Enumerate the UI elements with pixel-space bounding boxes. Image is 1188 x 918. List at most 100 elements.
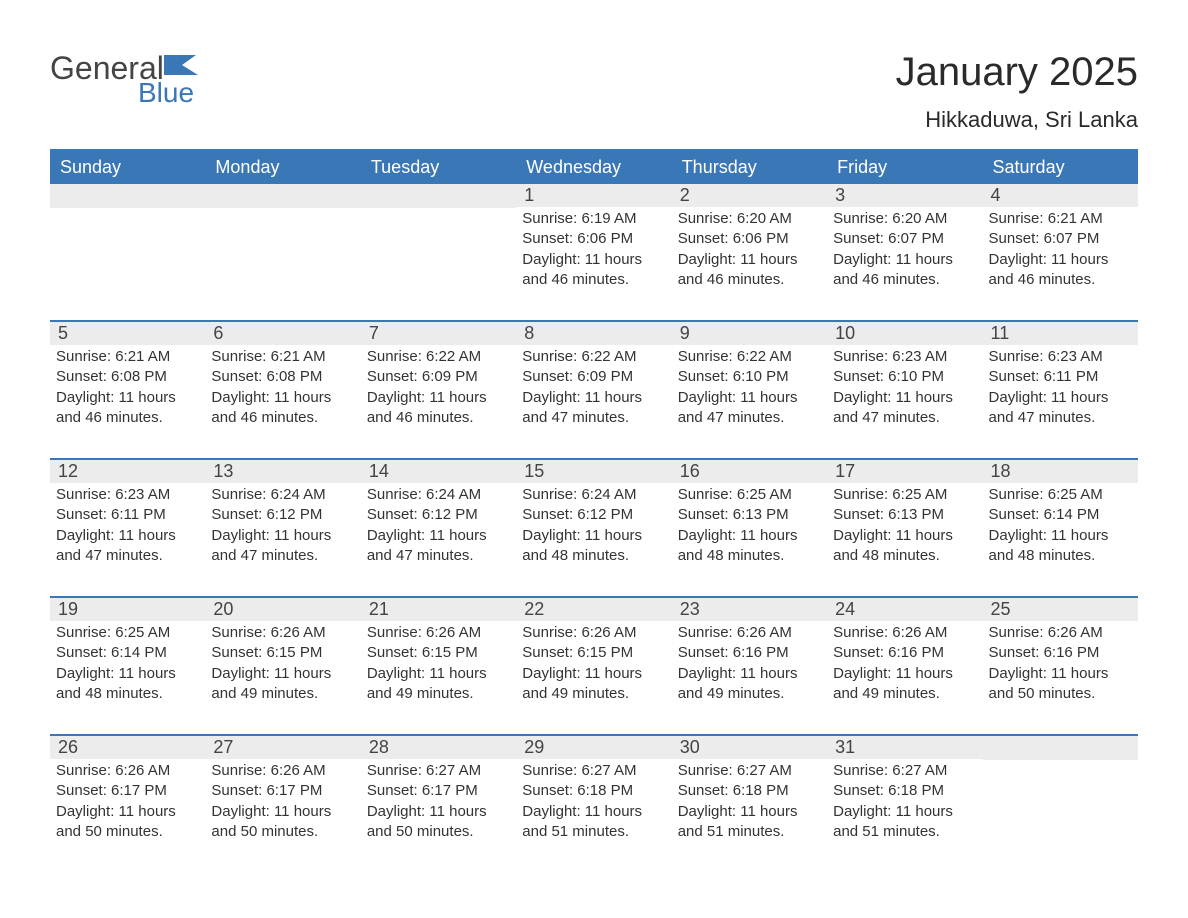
day-number: 12 [50,460,205,483]
sunset-value: Sunset: 6:11 PM [989,367,1132,387]
day-number: 5 [50,322,205,345]
day-data: Sunrise: 6:27 AMSunset: 6:17 PMDaylight:… [361,759,516,842]
sunrise-value: Sunrise: 6:23 AM [833,347,976,367]
page-title: January 2025 [896,50,1138,95]
daylight-value: Daylight: 11 hours and 50 minutes. [211,802,354,843]
dayhead-fri: Friday [827,151,982,184]
sunrise-value: Sunrise: 6:25 AM [678,485,821,505]
day-data: Sunrise: 6:24 AMSunset: 6:12 PMDaylight:… [516,483,671,566]
sunset-value: Sunset: 6:06 PM [678,229,821,249]
calendar-day-header: Sunday Monday Tuesday Wednesday Thursday… [50,151,1138,184]
sunrise-value: Sunrise: 6:20 AM [678,209,821,229]
sunrise-value: Sunrise: 6:26 AM [678,623,821,643]
day-data: Sunrise: 6:26 AMSunset: 6:15 PMDaylight:… [516,621,671,704]
day-data: Sunrise: 6:25 AMSunset: 6:13 PMDaylight:… [672,483,827,566]
empty-day [50,184,205,208]
daylight-value: Daylight: 11 hours and 50 minutes. [367,802,510,843]
logo-text-blue: Blue [138,77,198,109]
day-data: Sunrise: 6:21 AMSunset: 6:08 PMDaylight:… [50,345,205,428]
day-number: 21 [361,598,516,621]
calendar-cell: 7Sunrise: 6:22 AMSunset: 6:09 PMDaylight… [361,322,516,458]
sunset-value: Sunset: 6:16 PM [989,643,1132,663]
calendar-cell: 25Sunrise: 6:26 AMSunset: 6:16 PMDayligh… [983,598,1138,734]
sunrise-value: Sunrise: 6:23 AM [56,485,199,505]
day-data: Sunrise: 6:22 AMSunset: 6:09 PMDaylight:… [516,345,671,428]
calendar-cell: 4Sunrise: 6:21 AMSunset: 6:07 PMDaylight… [983,184,1138,320]
day-data: Sunrise: 6:27 AMSunset: 6:18 PMDaylight:… [827,759,982,842]
day-number: 31 [827,736,982,759]
day-data: Sunrise: 6:24 AMSunset: 6:12 PMDaylight:… [205,483,360,566]
day-data: Sunrise: 6:23 AMSunset: 6:11 PMDaylight:… [983,345,1138,428]
day-number: 20 [205,598,360,621]
sunrise-value: Sunrise: 6:26 AM [522,623,665,643]
daylight-value: Daylight: 11 hours and 47 minutes. [211,526,354,567]
day-number: 27 [205,736,360,759]
sunrise-value: Sunrise: 6:24 AM [367,485,510,505]
calendar-cell: 16Sunrise: 6:25 AMSunset: 6:13 PMDayligh… [672,460,827,596]
sunrise-value: Sunrise: 6:22 AM [367,347,510,367]
day-number: 11 [983,322,1138,345]
sunrise-value: Sunrise: 6:26 AM [367,623,510,643]
sunset-value: Sunset: 6:13 PM [833,505,976,525]
sunset-value: Sunset: 6:16 PM [833,643,976,663]
sunset-value: Sunset: 6:15 PM [211,643,354,663]
calendar-cell: 24Sunrise: 6:26 AMSunset: 6:16 PMDayligh… [827,598,982,734]
day-data: Sunrise: 6:22 AMSunset: 6:10 PMDaylight:… [672,345,827,428]
day-data: Sunrise: 6:24 AMSunset: 6:12 PMDaylight:… [361,483,516,566]
sunrise-value: Sunrise: 6:27 AM [367,761,510,781]
day-number: 9 [672,322,827,345]
sunrise-value: Sunrise: 6:27 AM [522,761,665,781]
dayhead-tue: Tuesday [361,151,516,184]
sunrise-value: Sunrise: 6:27 AM [833,761,976,781]
calendar: Sunday Monday Tuesday Wednesday Thursday… [50,149,1138,872]
day-number: 2 [672,184,827,207]
sunrise-value: Sunrise: 6:21 AM [211,347,354,367]
day-data: Sunrise: 6:27 AMSunset: 6:18 PMDaylight:… [672,759,827,842]
daylight-value: Daylight: 11 hours and 50 minutes. [56,802,199,843]
calendar-cell: 22Sunrise: 6:26 AMSunset: 6:15 PMDayligh… [516,598,671,734]
calendar-cell: 6Sunrise: 6:21 AMSunset: 6:08 PMDaylight… [205,322,360,458]
calendar-week: 19Sunrise: 6:25 AMSunset: 6:14 PMDayligh… [50,596,1138,734]
calendar-cell: 13Sunrise: 6:24 AMSunset: 6:12 PMDayligh… [205,460,360,596]
sunrise-value: Sunrise: 6:23 AM [989,347,1132,367]
day-number: 26 [50,736,205,759]
calendar-cell: 18Sunrise: 6:25 AMSunset: 6:14 PMDayligh… [983,460,1138,596]
day-data: Sunrise: 6:20 AMSunset: 6:06 PMDaylight:… [672,207,827,290]
sunset-value: Sunset: 6:17 PM [56,781,199,801]
day-number: 7 [361,322,516,345]
dayhead-mon: Monday [205,151,360,184]
sunrise-value: Sunrise: 6:26 AM [211,623,354,643]
day-data: Sunrise: 6:19 AMSunset: 6:06 PMDaylight:… [516,207,671,290]
dayhead-wed: Wednesday [516,151,671,184]
day-data: Sunrise: 6:22 AMSunset: 6:09 PMDaylight:… [361,345,516,428]
calendar-cell: 21Sunrise: 6:26 AMSunset: 6:15 PMDayligh… [361,598,516,734]
sunset-value: Sunset: 6:13 PM [678,505,821,525]
day-number: 10 [827,322,982,345]
sunrise-value: Sunrise: 6:25 AM [56,623,199,643]
calendar-cell: 26Sunrise: 6:26 AMSunset: 6:17 PMDayligh… [50,736,205,872]
sunset-value: Sunset: 6:16 PM [678,643,821,663]
sunrise-value: Sunrise: 6:20 AM [833,209,976,229]
daylight-value: Daylight: 11 hours and 51 minutes. [678,802,821,843]
calendar-cell: 14Sunrise: 6:24 AMSunset: 6:12 PMDayligh… [361,460,516,596]
day-data: Sunrise: 6:26 AMSunset: 6:15 PMDaylight:… [205,621,360,704]
day-number: 19 [50,598,205,621]
daylight-value: Daylight: 11 hours and 48 minutes. [678,526,821,567]
daylight-value: Daylight: 11 hours and 47 minutes. [56,526,199,567]
day-data: Sunrise: 6:26 AMSunset: 6:17 PMDaylight:… [205,759,360,842]
calendar-cell: 10Sunrise: 6:23 AMSunset: 6:10 PMDayligh… [827,322,982,458]
empty-day [983,736,1138,760]
day-data: Sunrise: 6:26 AMSunset: 6:15 PMDaylight:… [361,621,516,704]
sunrise-value: Sunrise: 6:25 AM [989,485,1132,505]
sunset-value: Sunset: 6:10 PM [678,367,821,387]
calendar-body: 1Sunrise: 6:19 AMSunset: 6:06 PMDaylight… [50,184,1138,872]
day-data: Sunrise: 6:20 AMSunset: 6:07 PMDaylight:… [827,207,982,290]
sunset-value: Sunset: 6:07 PM [833,229,976,249]
sunset-value: Sunset: 6:12 PM [522,505,665,525]
sunset-value: Sunset: 6:10 PM [833,367,976,387]
daylight-value: Daylight: 11 hours and 47 minutes. [678,388,821,429]
sunset-value: Sunset: 6:18 PM [833,781,976,801]
sunset-value: Sunset: 6:08 PM [211,367,354,387]
daylight-value: Daylight: 11 hours and 49 minutes. [522,664,665,705]
day-data: Sunrise: 6:25 AMSunset: 6:14 PMDaylight:… [50,621,205,704]
